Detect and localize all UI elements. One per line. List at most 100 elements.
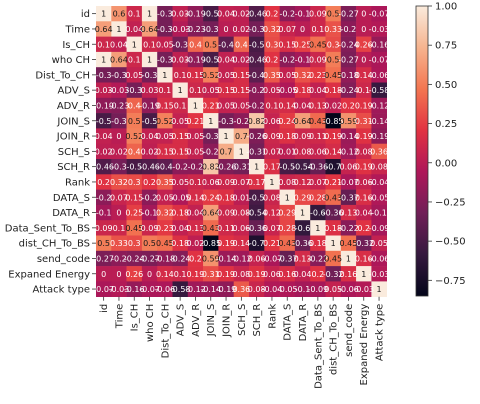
heatmap-cell [371, 21, 387, 37]
cell-value-label: 1 [132, 40, 137, 49]
heatmap-cell [264, 143, 280, 160]
cell-value-label: 0.5 [143, 239, 156, 248]
heatmap-cell [310, 159, 326, 175]
cell-value-label: 0.05 [263, 86, 281, 95]
cell-value-label: -0.1 [96, 209, 112, 218]
cell-value-label: -0.5 [203, 10, 219, 19]
colorbar: 1.00 0.75 0.50 0.25 0.00 −0.25 −0.50 −0.75 [415, 2, 466, 297]
cell-value-label: -0.2 [279, 56, 295, 65]
cell-value-label: 0.05 [187, 147, 205, 156]
cell-value-label: 0.2 [266, 56, 279, 65]
heatmap-cell [172, 97, 189, 114]
heatmap-cell [249, 51, 265, 68]
cell-value-label: 1 [300, 209, 305, 218]
heatmap-cell [111, 113, 127, 129]
cell-value-label: -0.03 [369, 270, 390, 279]
cell-value-label: 0.08 [248, 285, 266, 294]
heatmap-cell [218, 113, 234, 129]
heatmap-cell [218, 82, 234, 99]
heatmap-cell [233, 189, 250, 206]
heatmap-cell [172, 250, 189, 267]
x-tick-label: Time [114, 304, 125, 329]
heatmap-cell [340, 67, 357, 83]
heatmap-cell [187, 113, 204, 129]
heatmap-cell [172, 113, 189, 129]
cell-value-label: 0.43 [309, 117, 327, 126]
cell-value-label: 0.82 [248, 117, 266, 126]
heatmap-cell [294, 51, 311, 68]
heatmap-cell [218, 6, 234, 22]
cell-value-label: -0.26 [246, 132, 267, 141]
heatmap-cell [294, 21, 311, 37]
cell-value-label: 0.1 [174, 270, 187, 279]
heatmap-cell [187, 82, 204, 99]
cell-value-label: 0.07 [263, 224, 281, 233]
heatmap-cell [249, 67, 265, 83]
cell-value-label: 0.32 [294, 71, 312, 80]
cell-value-label: 0.02 [110, 147, 128, 156]
x-tick-label: Attack type [375, 304, 386, 361]
heatmap-cell [371, 51, 387, 68]
cell-value-label: 0.04 [95, 132, 113, 141]
cell-value-label: 0.4 [128, 101, 141, 110]
heatmap-cell [218, 204, 234, 221]
heatmap-cell [371, 143, 387, 160]
heatmap-cell [218, 97, 234, 114]
cell-value-label: 0.26 [355, 40, 373, 49]
cell-value-label: 0.36 [232, 285, 250, 294]
cell-value-label: 0.09 [309, 56, 327, 65]
cell-value-label: -0.85 [200, 239, 221, 248]
cell-value-label: -0.5 [249, 40, 265, 49]
heatmap-cell [340, 51, 357, 68]
heatmap-cell [141, 250, 158, 267]
heatmap-cell [264, 6, 280, 22]
heatmap-cell [356, 51, 372, 68]
heatmap-cell [356, 143, 372, 160]
heatmap-cell [187, 281, 204, 297]
heatmap-cell [157, 21, 173, 37]
cell-value-label: 0.45 [324, 71, 342, 80]
heatmap-cell [203, 266, 219, 282]
heatmap-cell [325, 143, 342, 160]
cell-value-label: -0.04 [369, 178, 390, 187]
y-tick-label: Expaned Energy [8, 269, 90, 280]
cell-value-label: 0.12 [294, 178, 312, 187]
heatmap-cell [279, 174, 296, 190]
heatmap-cell [172, 36, 189, 53]
heatmap-cell [294, 174, 311, 190]
heatmap-cell [233, 113, 250, 129]
heatmap-cell [340, 113, 357, 129]
cell-value-label: -0.2 [188, 163, 204, 172]
cell-value-label: -0.46 [93, 163, 114, 172]
heatmap-cell [325, 113, 342, 129]
cell-value-label: -0.3 [157, 10, 173, 19]
cell-value-label: -0.07 [262, 254, 283, 263]
cell-value-label: 0.32 [110, 178, 128, 187]
cell-value-label: 0.03 [141, 86, 159, 95]
cell-value-label: 0.06 [340, 163, 358, 172]
x-tick-label: Rank [267, 304, 278, 329]
heatmap-cell [111, 143, 127, 160]
cell-value-label: -0.3 [172, 40, 188, 49]
heatmap-cell [187, 143, 204, 160]
heatmap-cell [264, 67, 280, 83]
cell-value-label: 0.18 [278, 132, 296, 141]
cell-value-label: 0.16 [355, 254, 373, 263]
heatmap-cell [356, 189, 372, 206]
heatmap-cell [279, 250, 296, 267]
cell-value-label: 0.59 [340, 117, 358, 126]
heatmap-cell [279, 266, 296, 282]
heatmap-cell [187, 128, 204, 144]
cell-value-label: 0.33 [110, 239, 128, 248]
cell-value-label: -0.24 [338, 86, 359, 95]
cell-value-label: -0.18 [154, 254, 175, 263]
heatmap-cell [279, 36, 296, 53]
heatmap-cell [233, 220, 250, 236]
heatmap-cell [264, 235, 280, 252]
heatmap-cell [356, 97, 372, 114]
heatmap-cell [111, 159, 127, 175]
cell-value-label: -0.24 [170, 254, 191, 263]
cell-value-label: 1 [147, 56, 152, 65]
cell-value-label: 0.09 [217, 209, 235, 218]
heatmap-cell [96, 159, 112, 175]
